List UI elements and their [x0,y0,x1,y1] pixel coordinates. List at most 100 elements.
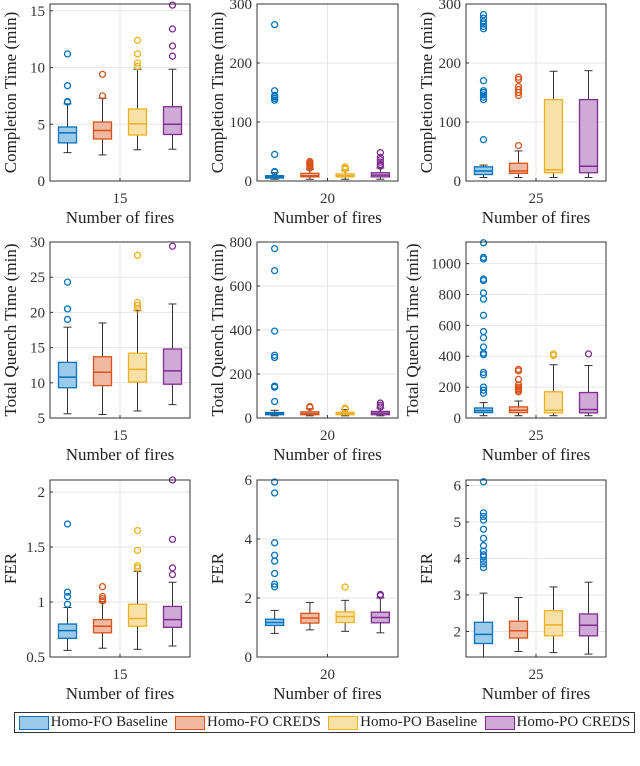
outlier-point [63,278,72,286]
legend-label: Homo-FO Baseline [50,714,168,730]
outlier-point [98,582,107,591]
box [127,108,148,136]
x-axis-label: Number of fires [66,684,175,703]
outlier-point [133,526,142,535]
x-axis-label: Number of fires [482,684,591,703]
y-tick-label: 800 [230,235,253,251]
x-tick-label: 15 [113,667,128,683]
outlier-point [270,266,279,275]
y-tick-label: 4 [454,551,462,567]
outlier-point [270,87,279,95]
outlier-point [270,539,279,547]
outlier-point [270,489,279,497]
y-tick-label: 600 [439,318,462,334]
outlier-point [168,52,177,60]
y-tick-label: 1 [38,595,46,611]
y-tick-label: 200 [230,56,253,72]
outlier-point [514,85,523,94]
outlier-point [376,153,385,162]
outlier-point [270,353,279,362]
outlier-point [479,334,488,342]
y-tick-label: 0 [245,174,253,190]
outlier-point [479,95,488,104]
x-tick-label: 20 [320,667,335,683]
y-tick-label: 0 [38,174,46,190]
legend-item: Homo-PO CREDS [484,714,630,731]
y-axis-label: Total Quench Time (min) [1,243,20,416]
outlier-point [479,14,488,22]
y-tick-label: 0 [245,650,253,666]
box [508,620,529,639]
outlier-point [63,592,72,601]
outlier-point [479,327,488,336]
x-axis-label: Number of fires [273,445,382,464]
outlier-point [376,401,385,409]
outlier-point [376,399,385,407]
y-tick-label: 2 [454,624,462,640]
outlier-point [479,560,488,568]
outlier-point [133,59,142,67]
box [57,361,78,389]
outlier-point [98,70,107,78]
outlier-point [270,580,279,588]
outlier-point [479,275,488,283]
outlier-point [133,50,142,58]
y-tick-label: 200 [439,380,462,396]
outlier-point [63,588,72,596]
outlier-point [479,383,488,391]
outlier-point [514,73,523,81]
outlier-point [270,20,279,29]
box [162,605,183,628]
outlier-point [376,149,385,157]
outlier-point [63,82,72,90]
y-tick-label: 10 [30,61,45,77]
y-axis-label: FER [208,552,227,584]
y-tick-label: 0 [245,411,253,427]
outlier-point [341,163,349,171]
outlier-point [479,478,488,486]
outlier-point [514,75,523,84]
y-tick-label: 400 [439,349,462,365]
outlier-point [63,600,72,608]
y-tick-label: 2 [38,485,46,501]
outlier-point [584,350,593,358]
box [127,352,148,383]
y-tick-label: 25 [30,270,45,286]
x-axis-label: Number of fires [482,445,591,464]
outlier-point [479,525,488,533]
x-axis-label: Number of fires [273,208,382,227]
outlier-point [376,156,385,164]
box [543,98,564,174]
outlier-point [479,136,488,144]
outlier-point [479,368,488,377]
outlier-point [376,160,385,169]
outlier-point [514,383,523,391]
y-tick-label: 800 [439,287,462,303]
outlier-point [270,569,279,578]
outlier-point [270,382,279,390]
outlier-point [133,564,142,572]
box [543,391,564,414]
outlier-point [479,371,488,379]
legend-item: Homo-FO CREDS [175,714,321,731]
y-axis-label: Completion Time (min) [417,12,436,174]
outlier-point [479,343,488,351]
outlier-point [270,150,279,159]
outlier-point [133,301,142,310]
legend-label: Homo-PO Baseline [360,714,478,730]
outlier-point [98,597,107,605]
y-tick-label: 1.5 [26,540,45,556]
y-tick-label: 2 [245,591,253,607]
outlier-point [341,583,349,591]
outlier-point [63,520,72,528]
y-tick-label: 200 [439,56,462,72]
box [92,356,113,387]
outlier-point [479,289,488,297]
y-tick-label: 5 [454,515,462,531]
outlier-point [63,305,72,313]
legend-swatch [328,715,359,730]
